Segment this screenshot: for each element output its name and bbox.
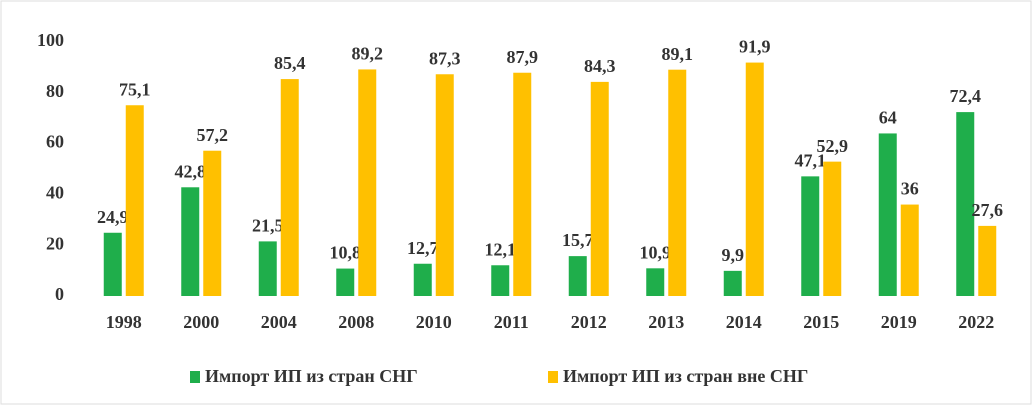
y-tick-label: 40: [46, 183, 64, 203]
bar: [103, 232, 122, 296]
x-tick-label: 2022: [958, 312, 994, 332]
data-label: 91,9: [739, 37, 771, 57]
x-tick-label: 2019: [881, 312, 917, 332]
data-label: 89,2: [352, 44, 384, 64]
data-label: 12,1: [485, 239, 517, 259]
legend-swatch: [190, 371, 200, 383]
bar: [280, 79, 299, 296]
data-label: 27,6: [972, 200, 1004, 220]
bar: [646, 268, 665, 296]
data-label: 21,5: [252, 216, 284, 236]
x-tick-label: 2010: [416, 312, 452, 332]
data-label: 9,9: [722, 245, 745, 265]
bar: [900, 204, 919, 296]
bar: [413, 263, 432, 296]
bar: [203, 150, 222, 296]
data-label: 57,2: [197, 125, 229, 145]
legend-swatch: [548, 371, 558, 383]
bar: [801, 176, 820, 296]
bar: [336, 268, 355, 296]
data-label: 52,9: [817, 136, 849, 156]
bar: [358, 69, 377, 296]
data-label: 24,9: [97, 207, 129, 227]
x-tick-label: 2014: [726, 312, 762, 332]
x-tick-label: 2011: [494, 312, 529, 332]
data-label: 84,3: [584, 56, 616, 76]
bar: [491, 265, 510, 296]
x-tick-label: 2013: [648, 312, 684, 332]
bar: [878, 133, 897, 296]
x-tick-label: 2004: [261, 312, 297, 332]
x-tick-label: 1998: [106, 312, 142, 332]
x-tick-label: 2015: [803, 312, 839, 332]
bar: [668, 69, 687, 296]
data-label: 87,9: [507, 47, 539, 67]
data-label: 75,1: [119, 79, 151, 99]
y-tick-label: 0: [55, 284, 64, 304]
data-label: 47,1: [795, 150, 827, 170]
bar: [125, 105, 144, 296]
data-label: 72,4: [950, 86, 982, 106]
data-label: 12,7: [407, 238, 439, 258]
y-tick-label: 60: [46, 132, 64, 152]
data-label: 42,8: [175, 161, 207, 181]
legend-label: Импорт ИП из стран вне СНГ: [563, 366, 808, 386]
bar: [978, 225, 997, 296]
bar: [723, 270, 742, 296]
data-label: 36: [901, 179, 919, 199]
bar: [181, 187, 200, 296]
x-tick-label: 2012: [571, 312, 607, 332]
bar: [435, 74, 454, 297]
y-tick-label: 100: [37, 30, 64, 50]
bar: [258, 241, 277, 296]
x-tick-label: 2000: [183, 312, 219, 332]
bar: [590, 81, 609, 297]
data-label: 85,4: [274, 53, 306, 73]
bar: [513, 72, 532, 296]
y-tick-label: 80: [46, 81, 64, 101]
data-label: 15,7: [562, 230, 594, 250]
data-label: 10,9: [640, 242, 672, 262]
y-tick-label: 20: [46, 233, 64, 253]
bar: [745, 62, 764, 296]
bar: [956, 112, 975, 296]
bar: [568, 256, 587, 296]
data-label: 87,3: [429, 48, 461, 68]
data-label: 10,8: [330, 243, 362, 263]
data-label: 89,1: [662, 44, 694, 64]
data-label: 64: [879, 108, 897, 128]
legend-label: Импорт ИП из стран СНГ: [205, 366, 418, 386]
x-tick-label: 2008: [338, 312, 374, 332]
bar: [823, 161, 842, 296]
